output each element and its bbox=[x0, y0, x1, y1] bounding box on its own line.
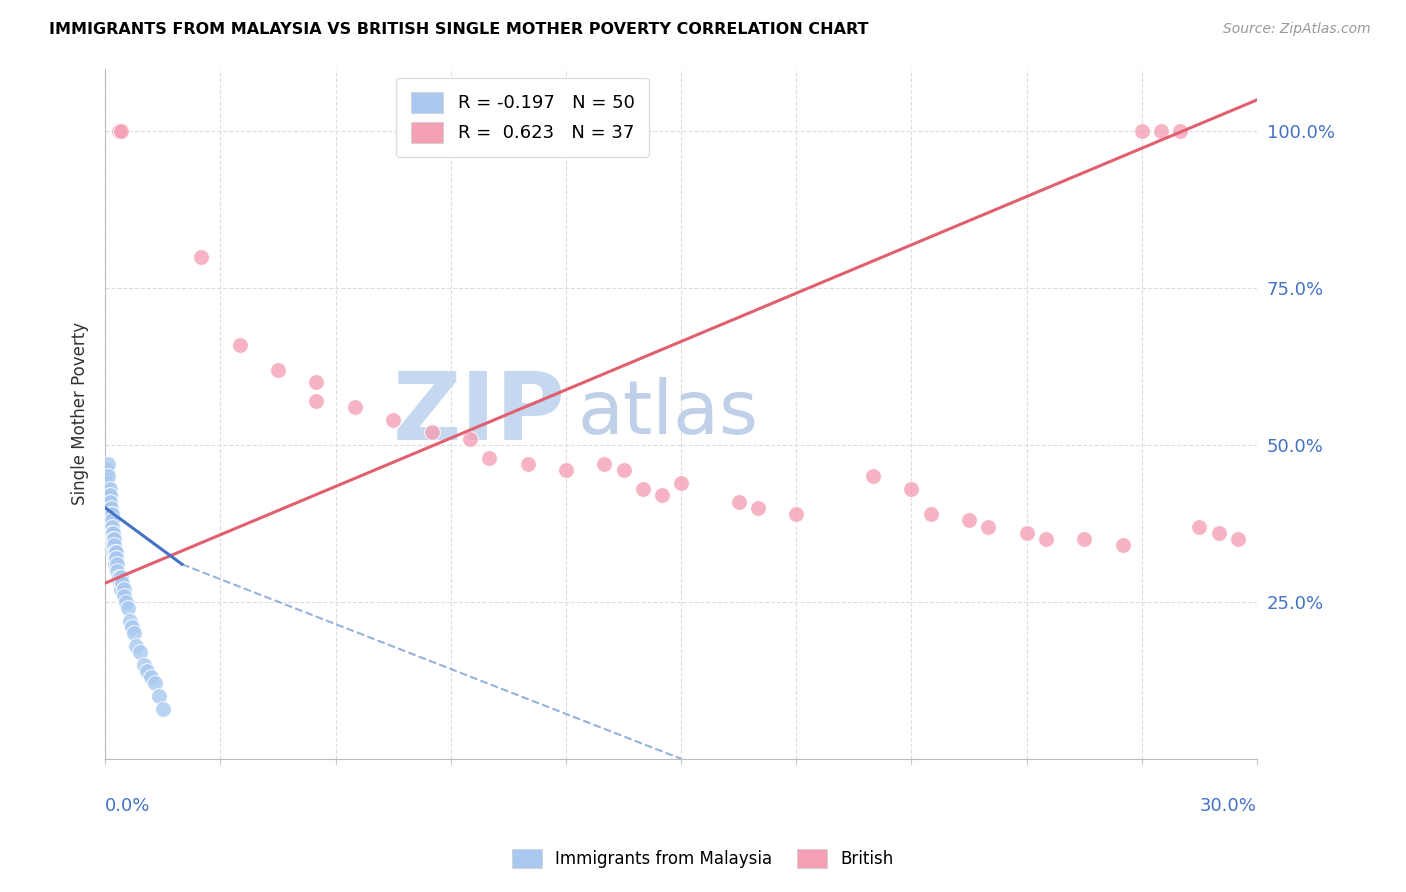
Point bbox=[96, 463, 118, 477]
Point bbox=[101, 507, 124, 521]
Point bbox=[100, 507, 122, 521]
Point bbox=[103, 538, 125, 552]
Point bbox=[120, 614, 142, 628]
Point bbox=[555, 463, 578, 477]
Point bbox=[104, 551, 127, 566]
Y-axis label: Single Mother Poverty: Single Mother Poverty bbox=[72, 322, 89, 505]
Point bbox=[516, 457, 538, 471]
Point bbox=[115, 595, 138, 609]
Point bbox=[669, 475, 692, 490]
Point bbox=[128, 645, 150, 659]
Point bbox=[97, 457, 120, 471]
Legend: Immigrants from Malaysia, British: Immigrants from Malaysia, British bbox=[505, 842, 901, 875]
Point bbox=[132, 657, 155, 672]
Point bbox=[1150, 124, 1173, 138]
Point bbox=[108, 576, 131, 591]
Point bbox=[101, 519, 124, 533]
Point bbox=[110, 570, 132, 584]
Point bbox=[97, 469, 120, 483]
Point bbox=[190, 250, 212, 264]
Point bbox=[1188, 519, 1211, 533]
Point bbox=[1130, 124, 1153, 138]
Point bbox=[101, 513, 124, 527]
Point bbox=[107, 570, 129, 584]
Point bbox=[1168, 124, 1191, 138]
Point bbox=[267, 362, 290, 376]
Point bbox=[100, 500, 122, 515]
Point bbox=[1073, 532, 1095, 546]
Point bbox=[148, 689, 170, 703]
Point bbox=[593, 457, 616, 471]
Point bbox=[96, 475, 118, 490]
Point bbox=[1226, 532, 1249, 546]
Text: IMMIGRANTS FROM MALAYSIA VS BRITISH SINGLE MOTHER POVERTY CORRELATION CHART: IMMIGRANTS FROM MALAYSIA VS BRITISH SING… bbox=[49, 22, 869, 37]
Point bbox=[785, 507, 807, 521]
Point bbox=[1208, 525, 1230, 540]
Point bbox=[305, 376, 328, 390]
Point bbox=[631, 482, 654, 496]
Text: ZIP: ZIP bbox=[394, 368, 567, 459]
Point bbox=[111, 576, 134, 591]
Point bbox=[98, 488, 121, 502]
Point bbox=[110, 124, 132, 138]
Point bbox=[101, 545, 124, 559]
Point bbox=[747, 500, 769, 515]
Point bbox=[100, 519, 122, 533]
Point bbox=[121, 620, 143, 634]
Point bbox=[152, 701, 174, 715]
Text: 30.0%: 30.0% bbox=[1201, 797, 1257, 814]
Point bbox=[651, 488, 673, 502]
Point bbox=[105, 558, 128, 572]
Point bbox=[382, 413, 405, 427]
Point bbox=[305, 394, 328, 409]
Point bbox=[900, 482, 922, 496]
Point bbox=[101, 525, 124, 540]
Point bbox=[977, 519, 1000, 533]
Point bbox=[100, 513, 122, 527]
Point bbox=[862, 469, 884, 483]
Point bbox=[141, 670, 163, 684]
Point bbox=[101, 532, 124, 546]
Point bbox=[101, 525, 124, 540]
Point bbox=[143, 676, 166, 690]
Text: 0.0%: 0.0% bbox=[105, 797, 150, 814]
Point bbox=[343, 401, 366, 415]
Point bbox=[101, 538, 124, 552]
Point bbox=[1035, 532, 1057, 546]
Point bbox=[112, 589, 135, 603]
Point bbox=[98, 488, 121, 502]
Point bbox=[1015, 525, 1038, 540]
Point bbox=[136, 664, 159, 678]
Point bbox=[110, 582, 132, 597]
Point bbox=[112, 582, 135, 597]
Point bbox=[727, 494, 749, 508]
Point bbox=[104, 558, 127, 572]
Point bbox=[104, 545, 127, 559]
Point bbox=[920, 507, 942, 521]
Point bbox=[420, 425, 443, 440]
Text: Source: ZipAtlas.com: Source: ZipAtlas.com bbox=[1223, 22, 1371, 37]
Point bbox=[104, 545, 127, 559]
Point bbox=[458, 432, 481, 446]
Point bbox=[122, 626, 145, 640]
Point bbox=[103, 532, 125, 546]
Point bbox=[125, 639, 148, 653]
Text: atlas: atlas bbox=[578, 377, 758, 450]
Point bbox=[98, 494, 121, 508]
Point bbox=[117, 601, 139, 615]
Point bbox=[107, 124, 129, 138]
Point bbox=[98, 494, 121, 508]
Point bbox=[228, 337, 250, 351]
Point bbox=[1111, 538, 1133, 552]
Point bbox=[612, 463, 634, 477]
Point bbox=[957, 513, 980, 527]
Point bbox=[478, 450, 501, 465]
Legend: R = -0.197   N = 50, R =  0.623   N = 37: R = -0.197 N = 50, R = 0.623 N = 37 bbox=[396, 78, 650, 157]
Point bbox=[104, 551, 127, 566]
Point bbox=[98, 482, 121, 496]
Point bbox=[105, 564, 128, 578]
